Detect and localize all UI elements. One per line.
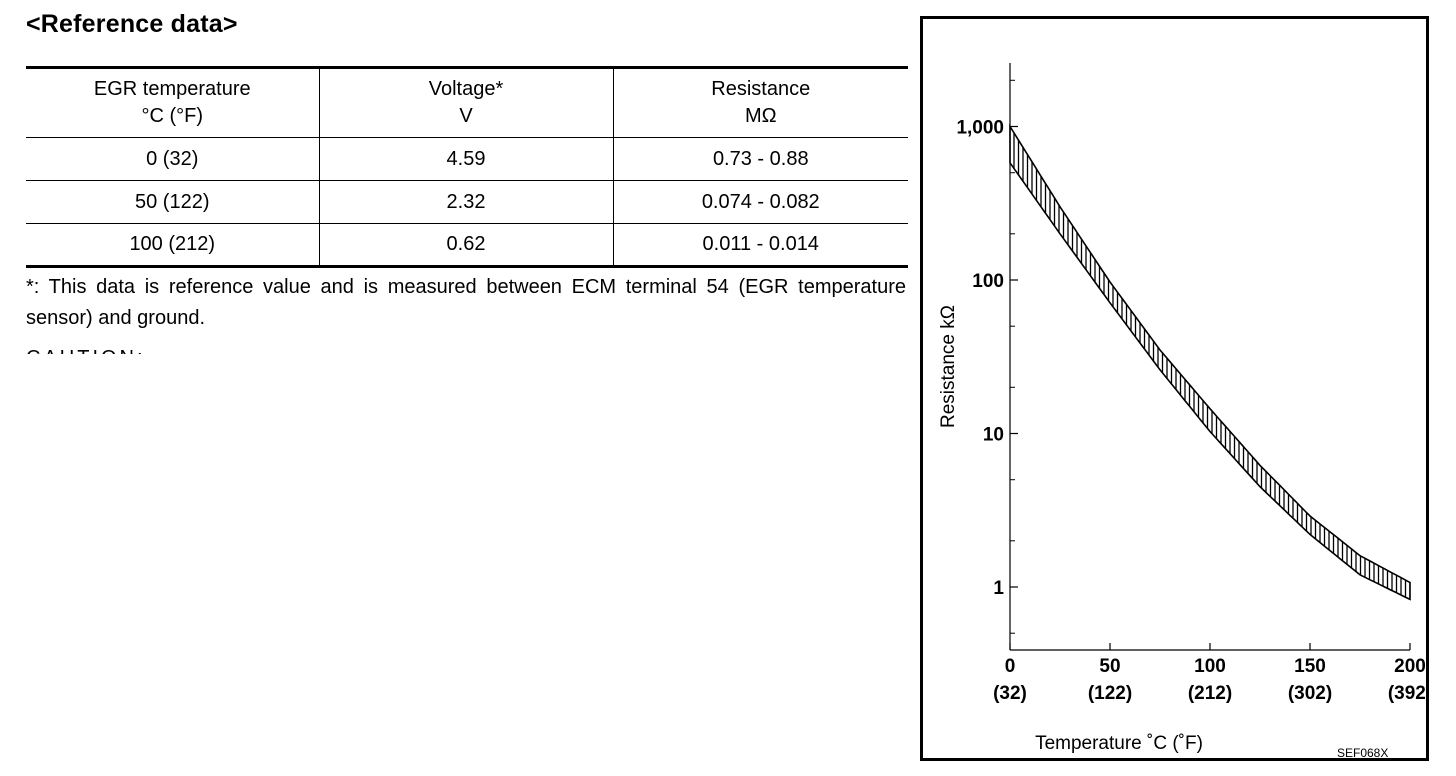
header-label: Resistance (711, 78, 811, 100)
page-heading: <Reference data> (26, 10, 238, 38)
y-tick-label: 100 (972, 271, 1004, 292)
table-row: 100 (212) 0.62 0.011 - 0.014 (26, 223, 908, 268)
cell-voltage: 2.32 (318, 180, 613, 224)
cell-voltage: 0.62 (318, 223, 613, 268)
y-tick-label: 1 (993, 578, 1004, 599)
x-tick-sublabel: (392) (1388, 683, 1426, 704)
x-tick-sublabel: (122) (1088, 683, 1132, 704)
table-row: 50 (122) 2.32 0.074 - 0.082 (26, 180, 908, 224)
x-tick-label: 200 (1394, 656, 1426, 677)
plot-area: 1,0001001010(32)50(122)100(212)150(302)2… (956, 63, 1426, 704)
x-tick-sublabel: (212) (1188, 683, 1232, 704)
x-tick-label: 0 (1005, 656, 1016, 677)
cell-temperature: 0 (32) (26, 137, 319, 181)
table-footnote: *: This data is reference value and is m… (26, 276, 906, 329)
header-label: Voltage* (428, 78, 504, 100)
header-unit: °C (°F) (141, 105, 204, 127)
cell-resistance: 0.011 - 0.014 (612, 223, 908, 268)
cell-resistance: 0.074 - 0.082 (612, 180, 908, 224)
header-voltage: Voltage* V (318, 66, 613, 138)
table-row: 0 (32) 4.59 0.73 - 0.88 (26, 137, 908, 181)
x-tick-sublabel: (32) (993, 683, 1027, 704)
resistance-band (1009, 123, 1411, 601)
x-tick-label: 150 (1294, 656, 1326, 677)
header-resistance: Resistance MΩ (612, 66, 908, 138)
x-tick-sublabel: (302) (1288, 683, 1332, 704)
header-egr-temperature: EGR temperature °C (°F) (26, 66, 319, 138)
y-tick-label: 1,000 (956, 118, 1004, 139)
cell-temperature: 100 (212) (26, 223, 319, 268)
resistance-chart: 1,000 100 10 1 0 (32) 50 (122) 100 (212) 150 (302) 2… (920, 16, 1429, 761)
cell-resistance: 0.73 - 0.88 (612, 137, 908, 181)
header-unit: V (459, 105, 473, 127)
cell-voltage: 4.59 (318, 137, 613, 181)
y-tick-label: 10 (983, 425, 1004, 446)
header-label: EGR temperature (93, 78, 251, 100)
clipped-caution-text: CAUTION: (26, 346, 146, 354)
figure-code: SEF068X (1337, 746, 1388, 758)
x-tick-label: 100 (1194, 656, 1226, 677)
cell-temperature: 50 (122) (26, 180, 319, 224)
x-axis-label: Temperature ˚C (˚F) (1035, 733, 1203, 754)
x-tick-label: 50 (1099, 656, 1120, 677)
reference-data-table: EGR temperature °C (°F) Voltage* V Resis… (26, 66, 908, 268)
header-unit: MΩ (744, 105, 777, 127)
table-header-row: EGR temperature °C (°F) Voltage* V Resis… (26, 66, 908, 138)
y-axis-label: Resistance kΩ (938, 305, 959, 428)
chart-canvas: 1,0001001010(32)50(122)100(212)150(302)2… (938, 63, 1426, 758)
